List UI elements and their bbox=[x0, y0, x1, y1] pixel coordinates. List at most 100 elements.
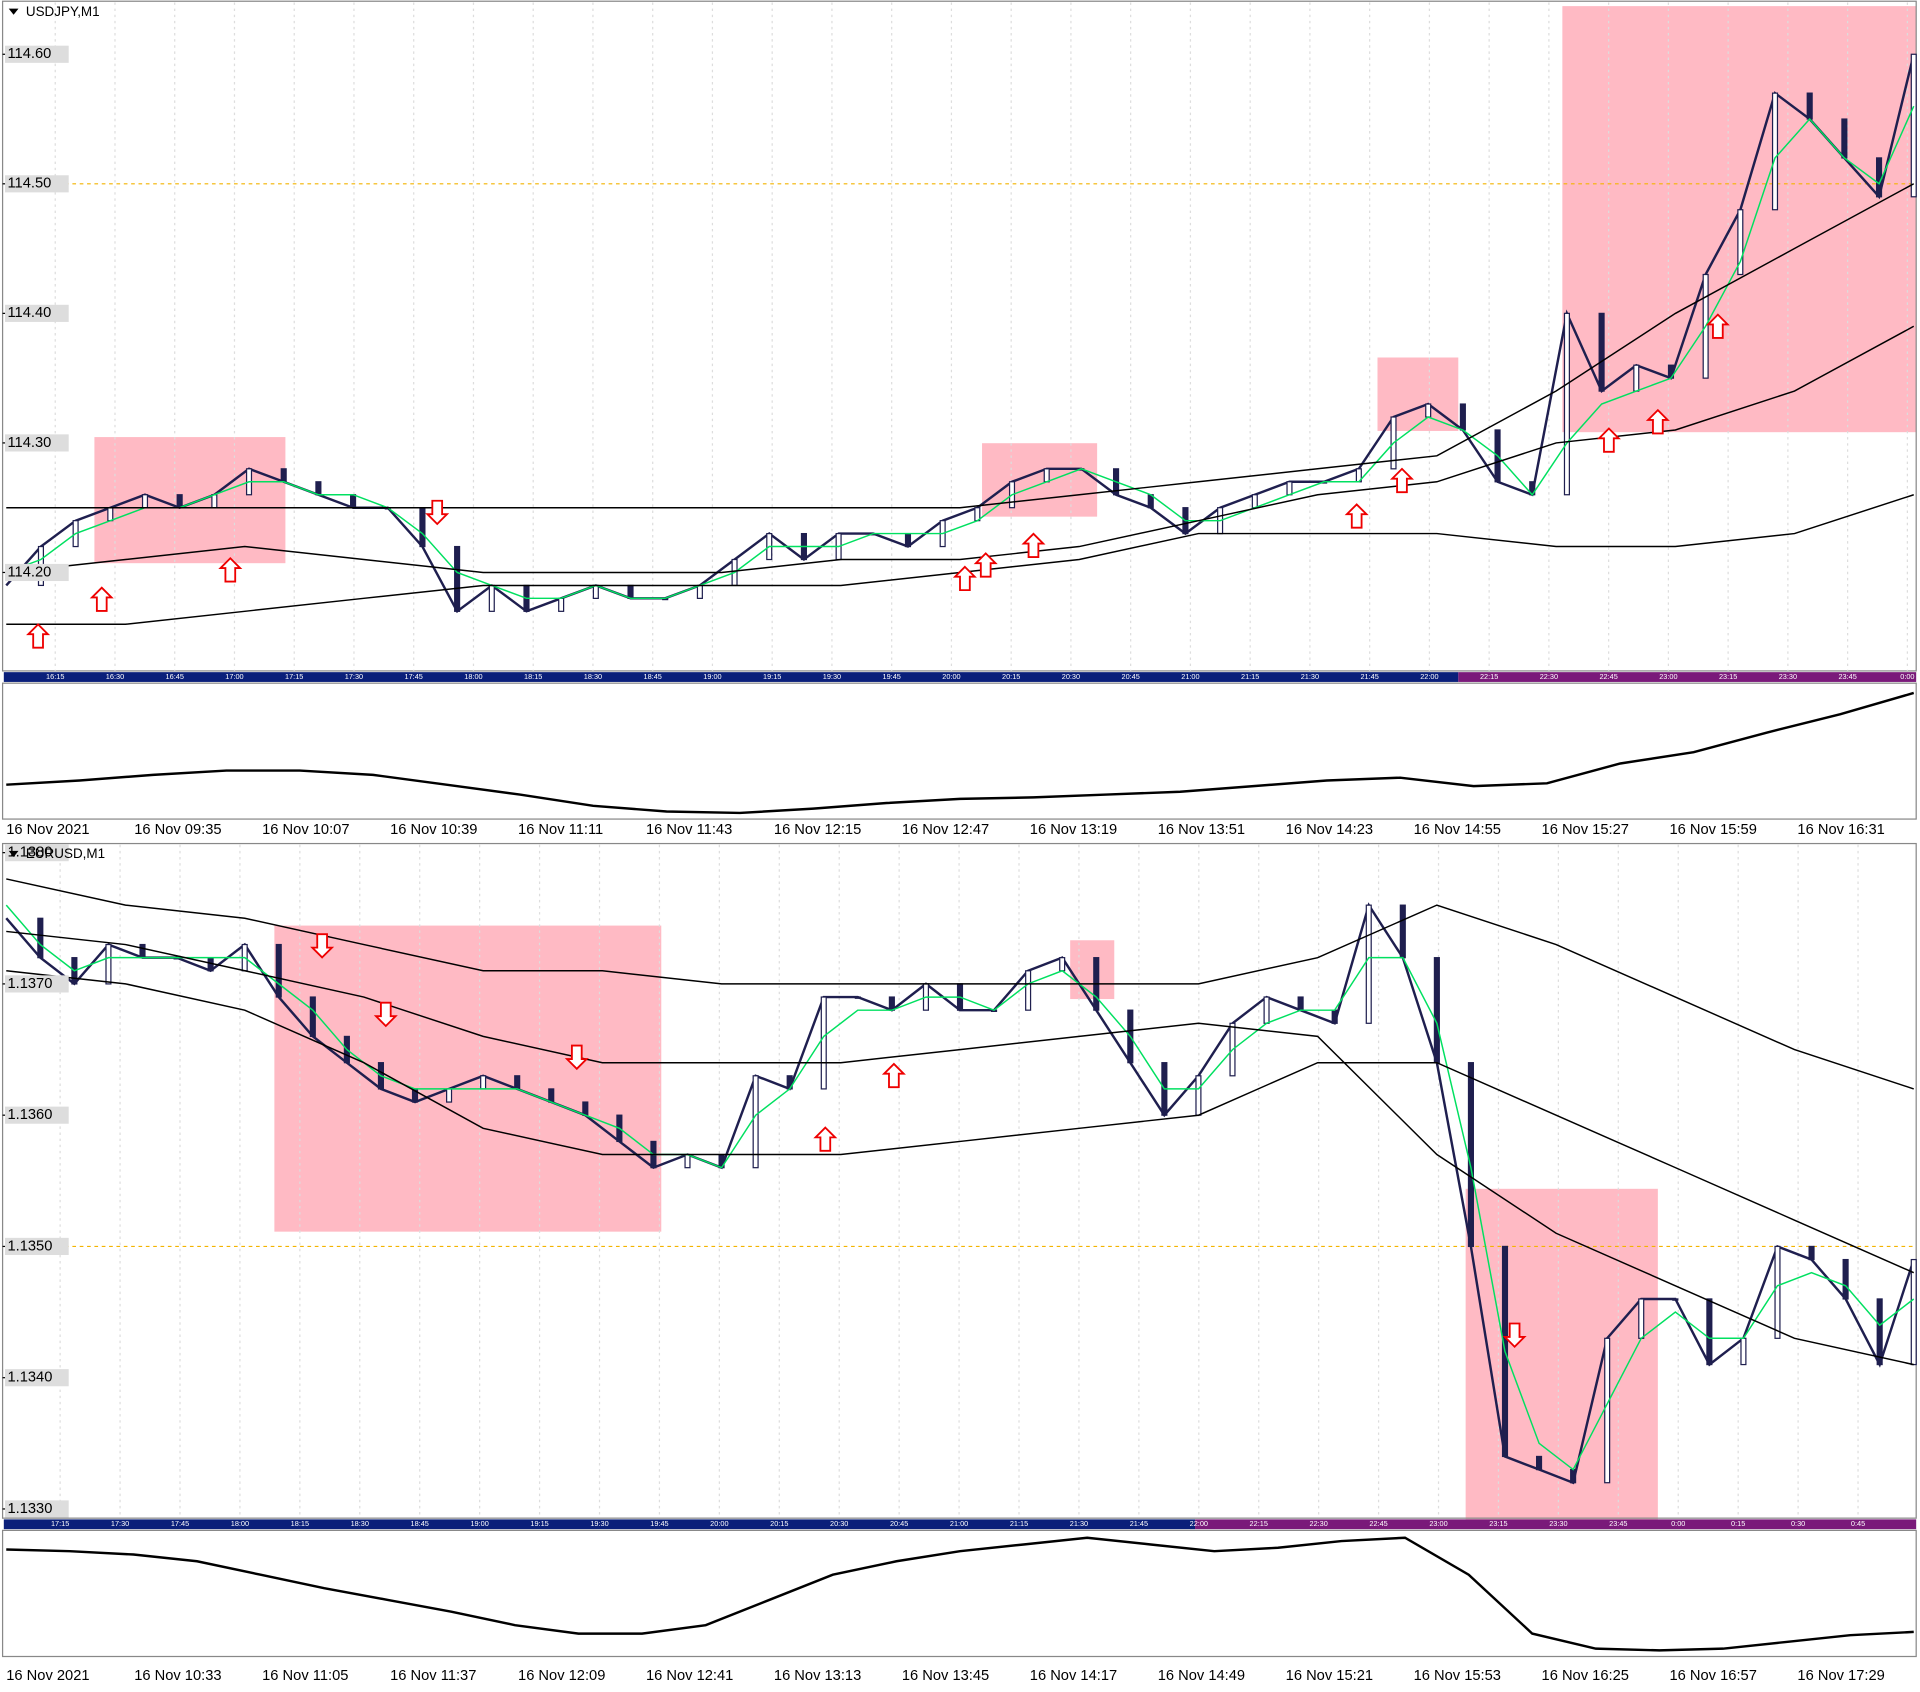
session-tick: 22:15 bbox=[1250, 1519, 1268, 1528]
indicator-frame bbox=[1, 1529, 1917, 1658]
session-tick: 19:15 bbox=[763, 672, 781, 681]
session-tick: 22:30 bbox=[1309, 1519, 1327, 1528]
sell-arrow bbox=[373, 1001, 398, 1028]
session-bar bbox=[3, 672, 1459, 682]
x-tick-label: 16 Nov 14:55 bbox=[1414, 822, 1501, 838]
y-tick-label: 114.50 bbox=[7, 176, 51, 192]
session-tick: 17:45 bbox=[171, 1519, 189, 1528]
tick-label-bg bbox=[5, 1237, 69, 1256]
session-tick: 21:30 bbox=[1301, 672, 1319, 681]
x-tick-label: 16 Nov 2021 bbox=[6, 1668, 89, 1684]
zone bbox=[1465, 1188, 1658, 1520]
session-tick: 18:30 bbox=[584, 672, 602, 681]
candle bbox=[1771, 92, 1779, 211]
x-tick-label: 16 Nov 12:09 bbox=[518, 1668, 605, 1684]
x-tick-label: 16 Nov 10:07 bbox=[262, 822, 349, 838]
buy-arrow bbox=[952, 565, 977, 592]
session-tick: 20:00 bbox=[710, 1519, 728, 1528]
candle bbox=[280, 468, 287, 483]
candle bbox=[1876, 1298, 1883, 1366]
candle bbox=[1808, 1245, 1815, 1261]
session-tick: 22:45 bbox=[1599, 672, 1617, 681]
candle bbox=[139, 943, 146, 959]
session-tick: 17:30 bbox=[111, 1519, 129, 1528]
candle bbox=[1425, 403, 1432, 418]
session-tick: 16:30 bbox=[106, 672, 124, 681]
session-tick: 16:45 bbox=[166, 672, 184, 681]
session-tick: 17:45 bbox=[405, 672, 423, 681]
x-tick-label: 16 Nov 10:39 bbox=[390, 822, 477, 838]
session-tick: 0:00 bbox=[1900, 672, 1914, 681]
candle bbox=[1059, 957, 1066, 972]
session-tick: 19:45 bbox=[650, 1519, 668, 1528]
x-tick-label: 16 Nov 11:43 bbox=[646, 822, 732, 838]
session-tick: 21:00 bbox=[1181, 672, 1199, 681]
session-tick: 23:45 bbox=[1838, 672, 1856, 681]
session-tick: 19:15 bbox=[530, 1519, 548, 1528]
moving-average bbox=[5, 904, 1915, 1471]
session-tick: 17:00 bbox=[225, 672, 243, 681]
session-tick: 0:45 bbox=[1851, 1519, 1865, 1528]
y-tick-label: 1.1360 bbox=[7, 1107, 52, 1123]
x-tick-label: 16 Nov 11:05 bbox=[262, 1668, 348, 1684]
candle bbox=[514, 1075, 521, 1090]
candle bbox=[684, 1153, 691, 1169]
candle bbox=[1535, 1455, 1543, 1471]
buy-arrow bbox=[1389, 467, 1414, 494]
session-tick: 18:45 bbox=[411, 1519, 429, 1528]
x-tick-label: 16 Nov 13:45 bbox=[902, 1668, 989, 1684]
session-tick: 20:45 bbox=[890, 1519, 908, 1528]
session-tick: 20:30 bbox=[830, 1519, 848, 1528]
candle bbox=[1297, 996, 1304, 1011]
session-tick: 18:00 bbox=[464, 672, 482, 681]
candle bbox=[1433, 957, 1440, 1064]
y-tick-label: 114.20 bbox=[7, 564, 51, 580]
candle bbox=[350, 494, 357, 509]
menu-triangle bbox=[8, 850, 19, 858]
tick-label-bg bbox=[5, 844, 69, 862]
candle bbox=[1910, 53, 1917, 198]
candle bbox=[854, 996, 861, 999]
session-tick: 17:15 bbox=[51, 1519, 69, 1528]
sell-arrow bbox=[564, 1044, 589, 1071]
buy-arrow bbox=[813, 1126, 838, 1152]
x-tick-label: 16 Nov 14:23 bbox=[1286, 822, 1373, 838]
envelope-line bbox=[6, 325, 1915, 574]
y-tick-label: 1.1340 bbox=[7, 1370, 52, 1386]
session-tick: 17:30 bbox=[345, 672, 363, 681]
buy-arrow bbox=[26, 623, 51, 649]
y-tick-label: 114.30 bbox=[7, 435, 51, 451]
x-tick-label: 16 Nov 13:13 bbox=[774, 1668, 861, 1684]
session-tick: 0:30 bbox=[1791, 1519, 1805, 1528]
session-tick: 19:00 bbox=[470, 1519, 488, 1528]
candle bbox=[211, 494, 218, 509]
buy-arrow bbox=[881, 1062, 906, 1089]
tick-label-bg bbox=[5, 304, 69, 322]
candle bbox=[309, 996, 316, 1038]
candle bbox=[1842, 1258, 1849, 1300]
session-tick: 22:45 bbox=[1369, 1519, 1387, 1528]
session-tick: 0:15 bbox=[1731, 1519, 1745, 1528]
candle bbox=[820, 996, 827, 1090]
tick-label-bg bbox=[5, 1500, 69, 1518]
sell-arrow bbox=[425, 499, 450, 526]
session-tick: 22:00 bbox=[1420, 672, 1438, 681]
x-tick-label: 16 Nov 15:53 bbox=[1414, 1668, 1501, 1684]
candle bbox=[1737, 209, 1744, 276]
x-tick-label: 16 Nov 12:47 bbox=[902, 822, 989, 838]
candle bbox=[1598, 312, 1605, 392]
session-tick: 23:00 bbox=[1429, 1519, 1447, 1528]
x-tick-label: 16 Nov 14:17 bbox=[1030, 1668, 1117, 1684]
candle bbox=[904, 532, 912, 548]
candle bbox=[105, 943, 112, 985]
indicator-frame bbox=[1, 682, 1917, 820]
candle bbox=[1604, 1337, 1611, 1484]
candle bbox=[1806, 92, 1813, 120]
session-tick: 20:15 bbox=[770, 1519, 788, 1528]
candle bbox=[275, 943, 282, 998]
session-tick: 20:30 bbox=[1062, 672, 1080, 681]
chart-title: EURUSD,M1 bbox=[26, 846, 105, 861]
y-tick-label: 1.1370 bbox=[7, 976, 52, 992]
candle bbox=[1263, 996, 1270, 1024]
session-tick: 22:00 bbox=[1190, 1519, 1208, 1528]
